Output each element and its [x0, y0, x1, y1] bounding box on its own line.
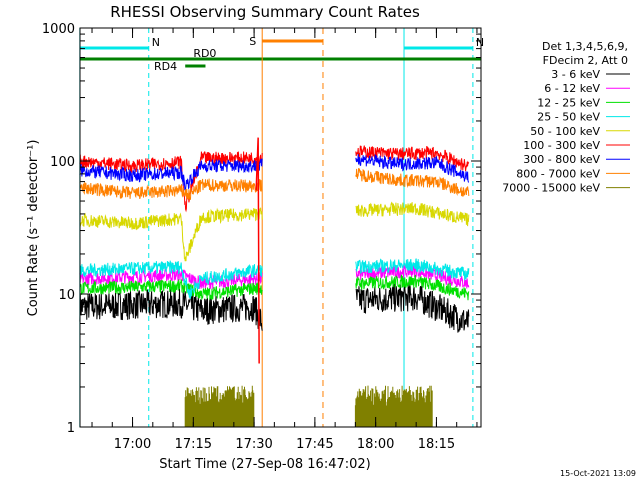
- series-12-25-kev: [79, 274, 470, 301]
- legend-header: Det 1,3,4,5,6,9,: [542, 40, 628, 53]
- legend-label: 3 - 6 keV: [551, 68, 600, 81]
- series-800-7000-kev: [79, 168, 470, 201]
- legend-label: 12 - 25 keV: [537, 96, 600, 109]
- series-group: [79, 137, 470, 427]
- x-axis-label: Start Time (27-Sep-08 16:47:02): [159, 457, 370, 472]
- legend-label: 800 - 7000 keV: [516, 167, 600, 180]
- legend: Det 1,3,4,5,6,9,FDecim 2, Att 03 - 6 keV…: [502, 40, 630, 195]
- plot-frame: [79, 27, 482, 428]
- x-tick-label: 18:00: [357, 437, 394, 452]
- y-tick-label: 10: [58, 288, 75, 303]
- legend-label: 25 - 50 keV: [537, 111, 600, 124]
- saa-label: S: [249, 35, 256, 48]
- chart-title: RHESSI Observing Summary Count Rates: [110, 3, 420, 21]
- night-label: N: [152, 36, 160, 49]
- series-3-6-kev: [79, 283, 470, 333]
- legend-label: 6 - 12 keV: [544, 82, 600, 95]
- legend-label: 7000 - 15000 keV: [502, 182, 600, 195]
- x-tick-label: 17:15: [175, 437, 212, 452]
- flare-spike: [255, 137, 260, 364]
- night-label: N: [476, 36, 484, 49]
- series-7000-15000-kev: [184, 385, 433, 427]
- x-tick-label: 18:15: [418, 437, 455, 452]
- annotation-bands: N N RD0 RD4 S: [79, 28, 484, 427]
- legend-label: 300 - 800 keV: [523, 153, 600, 166]
- legend-label: 100 - 300 keV: [523, 139, 600, 152]
- decimation-label-rd0: RD0: [193, 47, 216, 60]
- y-tick-label: 1: [67, 421, 75, 436]
- x-tick-label: 17:00: [114, 437, 151, 452]
- x-tick-label: 17:45: [296, 437, 333, 452]
- y-tick-label: 1000: [42, 22, 75, 37]
- legend-header: FDecim 2, Att 0: [543, 54, 628, 67]
- x-axis: 17:00 17:15 17:30 17:45 18:00 18:15: [91, 28, 478, 452]
- series-300-800-kev: [79, 154, 470, 192]
- legend-label: 50 - 100 keV: [530, 125, 600, 138]
- y-tick-label: 100: [50, 155, 75, 170]
- y-axis-label: Count Rate (s⁻¹ detector⁻¹): [26, 140, 41, 317]
- timestamp: 15-Oct-2021 13:09: [560, 469, 636, 478]
- x-tick-label: 17:30: [235, 437, 272, 452]
- y-axis: 1 10 100 1000: [42, 22, 481, 436]
- decimation-label-rd4: RD4: [154, 60, 177, 73]
- series-50-100-kev: [79, 201, 470, 262]
- series-25-50-kev: [79, 258, 470, 299]
